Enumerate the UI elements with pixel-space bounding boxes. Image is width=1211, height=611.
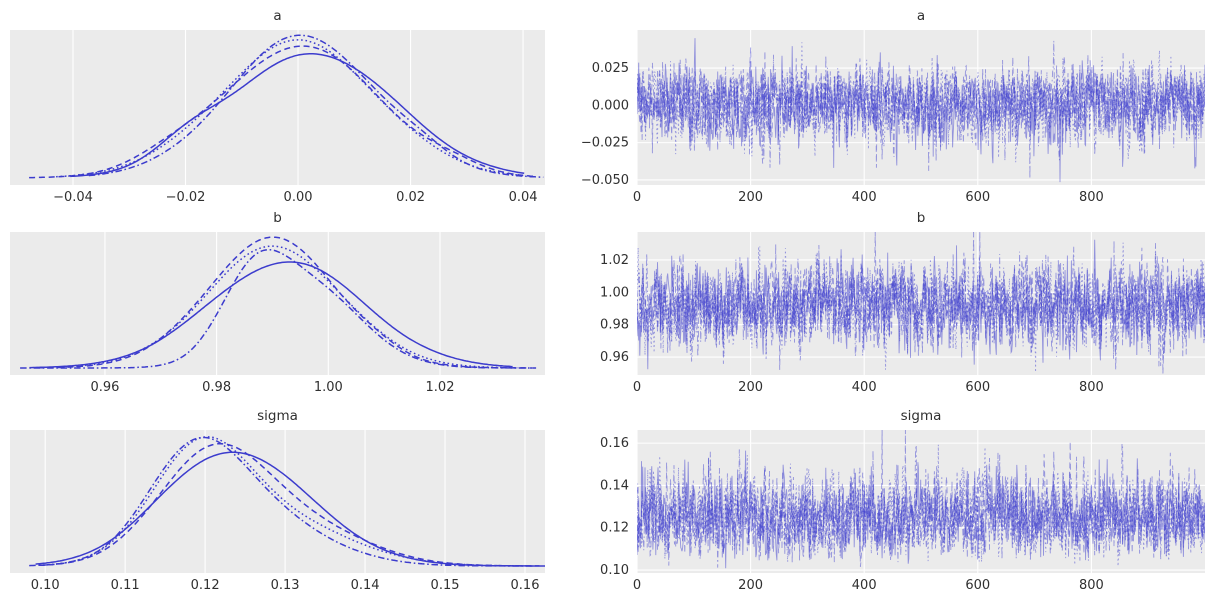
- kde-curve-b-chain-3: [20, 248, 537, 369]
- kde-curve-sigma-chain-1: [38, 442, 540, 567]
- x-tick-label: 0.14: [351, 578, 380, 593]
- trace-line-b-chain-2: [637, 242, 1205, 373]
- x-tick-label: 0.11: [111, 578, 140, 593]
- y-tick-label: 0.14: [600, 478, 629, 493]
- y-tick-label: 0.025: [592, 61, 629, 76]
- trace-series-group-sigma: [637, 430, 1205, 569]
- x-tick-label: 0: [633, 578, 641, 593]
- trace-line-a-chain-3: [637, 40, 1205, 179]
- y-tick-label: −0.050: [581, 173, 629, 188]
- x-tick-label: 1.02: [426, 380, 455, 395]
- subplot-title-sigma: sigma: [901, 408, 942, 424]
- kde-curve-b-chain-1: [37, 236, 533, 369]
- x-tick-label: 0.13: [271, 578, 300, 593]
- x-tick-label: 0.02: [396, 190, 425, 205]
- x-tick-label: −0.02: [166, 190, 206, 205]
- x-tick-label: 0: [633, 190, 641, 205]
- x-tick-label: 800: [1079, 578, 1104, 593]
- x-tick-label: 600: [965, 380, 990, 395]
- subplot-title-b: b: [917, 210, 926, 226]
- y-tick-label: 0.16: [600, 436, 629, 451]
- x-tick-label: 200: [738, 578, 763, 593]
- y-tick-label: 0.96: [600, 350, 629, 365]
- kde-series-group-sigma: [29, 436, 545, 567]
- x-tick-label: 0.10: [31, 578, 60, 593]
- kde-curve-sigma-chain-3: [29, 436, 535, 567]
- kde-curve-b-chain-2: [63, 245, 519, 369]
- kde-curve-a-chain-2: [56, 39, 522, 178]
- x-tick-label: 0.12: [191, 578, 220, 593]
- subplot-title-b: b: [273, 210, 282, 226]
- x-tick-label: 400: [852, 190, 877, 205]
- plot-area-kde-sigma: [10, 430, 545, 573]
- kde-series-group-a: [29, 34, 544, 179]
- kde-curve-b-chain-0: [29, 261, 513, 369]
- trace-series-group-a: [637, 38, 1205, 183]
- x-tick-label: 200: [738, 380, 763, 395]
- x-tick-label: 0.00: [284, 190, 313, 205]
- x-tick-label: −0.04: [53, 190, 93, 205]
- x-tick-label: 800: [1079, 380, 1104, 395]
- trace-line-sigma-chain-1: [637, 430, 1205, 567]
- trace-line-a-chain-1: [637, 47, 1205, 168]
- kde-series-group-b: [20, 236, 537, 369]
- y-tick-label: 0.10: [600, 563, 629, 578]
- trace-line-b-chain-3: [637, 232, 1205, 370]
- x-tick-label: 0.98: [202, 380, 231, 395]
- x-tick-label: 400: [852, 578, 877, 593]
- x-tick-label: 0.04: [509, 190, 538, 205]
- y-tick-label: 0.12: [600, 521, 629, 536]
- subplot-title-sigma: sigma: [257, 408, 298, 424]
- x-tick-label: 800: [1079, 190, 1104, 205]
- trace-series-group-b: [637, 232, 1205, 374]
- x-tick-label: 400: [852, 380, 877, 395]
- y-tick-label: 0.000: [592, 98, 629, 113]
- trace-line-sigma-chain-3: [637, 443, 1205, 568]
- plot-area-kde-b: [10, 232, 545, 375]
- subplot-title-a: a: [917, 8, 925, 24]
- trace-line-b-chain-1: [637, 232, 1205, 374]
- kde-curve-a-chain-3: [88, 34, 544, 178]
- y-tick-label: 1.00: [600, 285, 629, 300]
- x-tick-label: 600: [965, 578, 990, 593]
- y-tick-label: 0.98: [600, 318, 629, 333]
- x-tick-label: 0: [633, 380, 641, 395]
- x-tick-label: 0.15: [431, 578, 460, 593]
- y-tick-label: −0.025: [581, 136, 629, 151]
- x-tick-label: 200: [738, 190, 763, 205]
- subplot-title-a: a: [273, 8, 281, 24]
- x-tick-label: 0.16: [511, 578, 540, 593]
- x-tick-label: 1.00: [314, 380, 343, 395]
- x-tick-label: 0.96: [90, 380, 119, 395]
- x-tick-label: 600: [965, 190, 990, 205]
- y-tick-label: 1.02: [600, 253, 629, 268]
- plot-area-kde-a: [10, 30, 545, 185]
